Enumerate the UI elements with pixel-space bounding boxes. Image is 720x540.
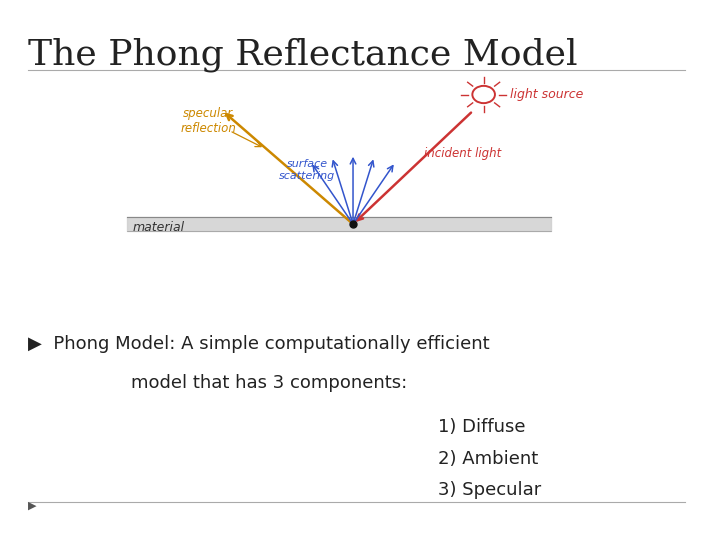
Text: ▶  Phong Model: A simple computationally efficient: ▶ Phong Model: A simple computationally … [28,335,490,353]
Text: 1) Diffuse: 1) Diffuse [438,418,526,436]
Text: model that has 3 components:: model that has 3 components: [130,374,407,391]
Text: surface
scattering: surface scattering [279,159,336,181]
Text: The Phong Reflectance Model: The Phong Reflectance Model [28,38,578,72]
Text: material: material [132,221,185,234]
Text: specular
reflection: specular reflection [180,107,236,136]
Text: 3) Specular: 3) Specular [438,481,541,499]
Text: light source: light source [510,88,584,101]
Text: incident light: incident light [423,147,501,160]
Text: 2) Ambient: 2) Ambient [438,450,538,468]
Text: ▶: ▶ [28,500,37,510]
